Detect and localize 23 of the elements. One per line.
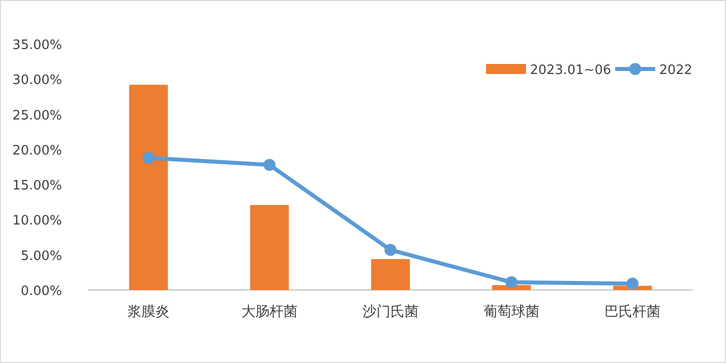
- x-tick-label: 浆膜炎: [128, 304, 170, 320]
- point: [506, 276, 518, 288]
- y-tick-label: 5.00%: [20, 248, 62, 264]
- y-tick-label: 15.00%: [12, 178, 62, 194]
- x-tick-label: 沙门氏菌: [362, 304, 418, 320]
- bar: [129, 84, 168, 290]
- x-tick-label: 葡萄球菌: [484, 304, 540, 320]
- y-tick-label: 10.00%: [12, 214, 62, 229]
- point: [626, 278, 638, 290]
- x-tick-label: 大肠杆菌: [242, 304, 298, 320]
- y-tick-label: 20.00%: [12, 143, 62, 158]
- y-tick-label: 35.00%: [12, 38, 62, 53]
- y-tick-label: 30.00%: [12, 73, 62, 88]
- bar: [250, 204, 289, 290]
- y-tick-label: 25.00%: [12, 108, 62, 124]
- legend-label: 2022: [659, 63, 692, 78]
- x-tick-label: 巴氏杆菌: [604, 304, 660, 320]
- bar: [371, 259, 410, 290]
- point: [142, 152, 154, 164]
- y-tick-label: 0.00%: [20, 284, 62, 299]
- legend-label: 2023.01~06: [530, 63, 612, 78]
- point: [384, 244, 396, 256]
- point: [264, 158, 276, 171]
